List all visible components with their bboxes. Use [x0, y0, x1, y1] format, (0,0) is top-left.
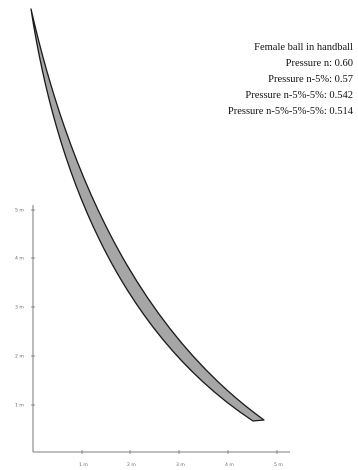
y-tick-label: 5 m [15, 208, 24, 214]
y-tick-label: 2 m [15, 354, 24, 360]
legend-line: Pressure n: 0.60 [286, 58, 353, 69]
x-tick-label: 1 m [79, 462, 88, 468]
legend-line: Pressure n-5%-5%-5%: 0.514 [228, 106, 354, 117]
x-tick-label: 2 m [127, 462, 136, 468]
trajectory-band [30, 8, 265, 422]
legend-line: Pressure n-5%: 0.57 [268, 74, 353, 85]
y-tick-label: 1 m [15, 403, 24, 409]
x-tick-label: 3 m [176, 462, 185, 468]
y-tick-label: 3 m [15, 305, 24, 311]
legend-title: Female ball in handball [254, 42, 353, 53]
x-tick-label: 5 m [274, 462, 283, 468]
y-tick-label: 4 m [15, 256, 24, 262]
x-tick-label: 4 m [225, 462, 234, 468]
legend-line: Pressure n-5%-5%: 0.542 [245, 90, 353, 101]
